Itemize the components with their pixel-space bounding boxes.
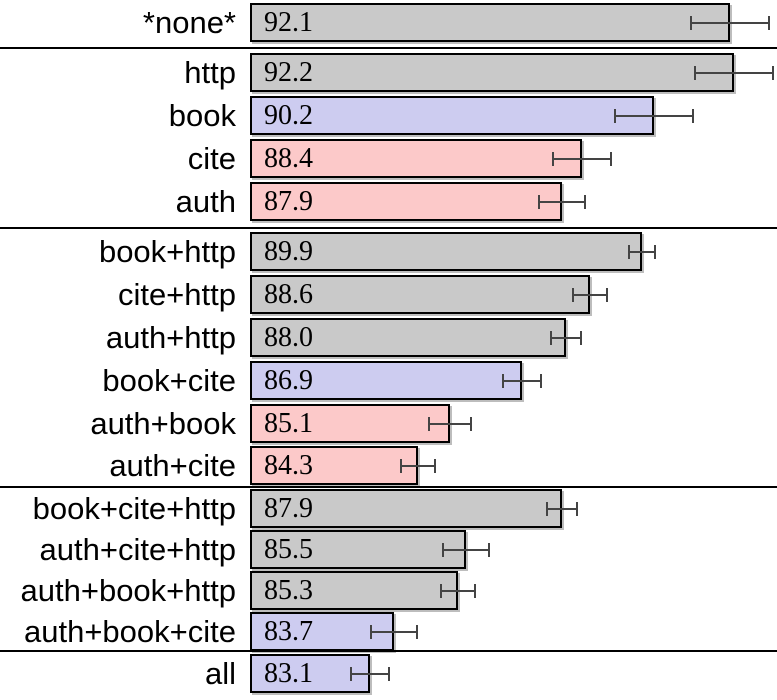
- bar-row: auth+book+http 85.3: [0, 571, 777, 610]
- bar-row: auth+cite+http 85.5: [0, 530, 777, 569]
- error-bar: [550, 330, 582, 345]
- bar: 84.3: [250, 446, 418, 485]
- plot-area: 85.3: [250, 571, 777, 610]
- category-label: cite: [187, 141, 236, 176]
- category-label: auth+cite+http: [39, 532, 237, 567]
- bar: 90.2: [250, 96, 654, 135]
- plot-area: 84.3: [250, 446, 777, 485]
- bar: 88.4: [250, 139, 582, 178]
- bar-value-label: 87.9: [264, 185, 313, 217]
- bar: 88.6: [250, 275, 590, 314]
- bar: 85.5: [250, 530, 466, 569]
- bar-row: auth+book 85.1: [0, 404, 777, 443]
- bar: 88.0: [250, 318, 566, 357]
- category-label: auth: [175, 184, 236, 219]
- bar-value-label: 89.9: [264, 235, 313, 267]
- bar-value-label: 92.1: [264, 6, 313, 38]
- bar: 89.9: [250, 232, 642, 271]
- plot-area: 86.9: [250, 361, 777, 400]
- plot-area: 88.4: [250, 139, 777, 178]
- group-separator: [0, 650, 777, 652]
- bar-row: *none* 92.1: [0, 3, 777, 42]
- plot-area: 85.5: [250, 530, 777, 569]
- bar-value-label: 88.0: [264, 321, 313, 353]
- group-separator: [0, 486, 777, 488]
- bar-value-label: 86.9: [264, 364, 313, 396]
- plot-area: 85.1: [250, 404, 777, 443]
- bar-value-label: 87.9: [264, 492, 313, 524]
- category-label: *none*: [142, 5, 236, 40]
- error-bar: [538, 194, 586, 209]
- plot-area: 90.2: [250, 96, 777, 135]
- bar-value-label: 83.1: [264, 657, 313, 689]
- bar-row: all 83.1: [0, 654, 777, 693]
- bar-value-label: 83.7: [264, 615, 313, 647]
- plot-area: 83.1: [250, 654, 777, 693]
- category-label: book+http: [98, 234, 236, 269]
- bar: 86.9: [250, 361, 522, 400]
- category-label: auth+book+http: [20, 573, 236, 608]
- bar-row: auth 87.9: [0, 182, 777, 221]
- plot-area: 87.9: [250, 489, 777, 528]
- bar-value-label: 85.3: [264, 574, 313, 606]
- bar-value-label: 88.4: [264, 142, 313, 174]
- category-label: auth+book: [90, 406, 236, 441]
- error-bar: [428, 416, 472, 431]
- category-label: auth+book+cite: [23, 614, 236, 649]
- bar-row: auth+http 88.0: [0, 318, 777, 357]
- bar-row: auth+book+cite 83.7: [0, 612, 777, 651]
- error-bar: [400, 458, 436, 473]
- bar-row: book 90.2: [0, 96, 777, 135]
- group-separator: [0, 227, 777, 229]
- plot-area: 88.6: [250, 275, 777, 314]
- error-bar: [572, 287, 608, 302]
- bar-row: book+http 89.9: [0, 232, 777, 271]
- bar-value-label: 85.1: [264, 407, 313, 439]
- bar-value-label: 85.5: [264, 533, 313, 565]
- bar: 87.9: [250, 182, 562, 221]
- error-bar: [690, 15, 770, 30]
- error-bar: [350, 666, 390, 681]
- bar-row: book+cite+http 87.9: [0, 489, 777, 528]
- bar-row: book+cite 86.9: [0, 361, 777, 400]
- bar-row: http 92.2: [0, 53, 777, 92]
- plot-area: 92.1: [250, 3, 777, 42]
- bar-value-label: 84.3: [264, 449, 313, 481]
- plot-area: 88.0: [250, 318, 777, 357]
- error-bar: [442, 542, 490, 557]
- category-label: book+cite+http: [32, 491, 236, 526]
- error-bar: [628, 244, 656, 259]
- error-bar: [694, 65, 774, 80]
- category-label: http: [184, 55, 236, 90]
- group-separator: [0, 47, 777, 49]
- bar-row: cite 88.4: [0, 139, 777, 178]
- bar: 85.1: [250, 404, 450, 443]
- category-label: all: [204, 656, 236, 691]
- plot-area: 83.7: [250, 612, 777, 651]
- error-bar: [546, 501, 578, 516]
- bar: 92.1: [250, 3, 730, 42]
- bar: 85.3: [250, 571, 458, 610]
- error-bar: [440, 583, 476, 598]
- error-bar: [502, 373, 542, 388]
- category-label: auth+cite: [109, 448, 236, 483]
- category-label: book: [168, 98, 236, 133]
- category-label: book+cite: [102, 363, 236, 398]
- error-bar: [370, 624, 418, 639]
- bar: 92.2: [250, 53, 734, 92]
- bar-row: auth+cite 84.3: [0, 446, 777, 485]
- category-label: auth+http: [105, 320, 236, 355]
- category-label: cite+http: [117, 277, 236, 312]
- plot-area: 92.2: [250, 53, 777, 92]
- error-bar: [614, 108, 694, 123]
- plot-area: 87.9: [250, 182, 777, 221]
- error-bar: [552, 151, 612, 166]
- plot-area: 89.9: [250, 232, 777, 271]
- bar-value-label: 88.6: [264, 278, 313, 310]
- bar-value-label: 90.2: [264, 99, 313, 131]
- bar-value-label: 92.2: [264, 56, 313, 88]
- bar-row: cite+http 88.6: [0, 275, 777, 314]
- bar: 87.9: [250, 489, 562, 528]
